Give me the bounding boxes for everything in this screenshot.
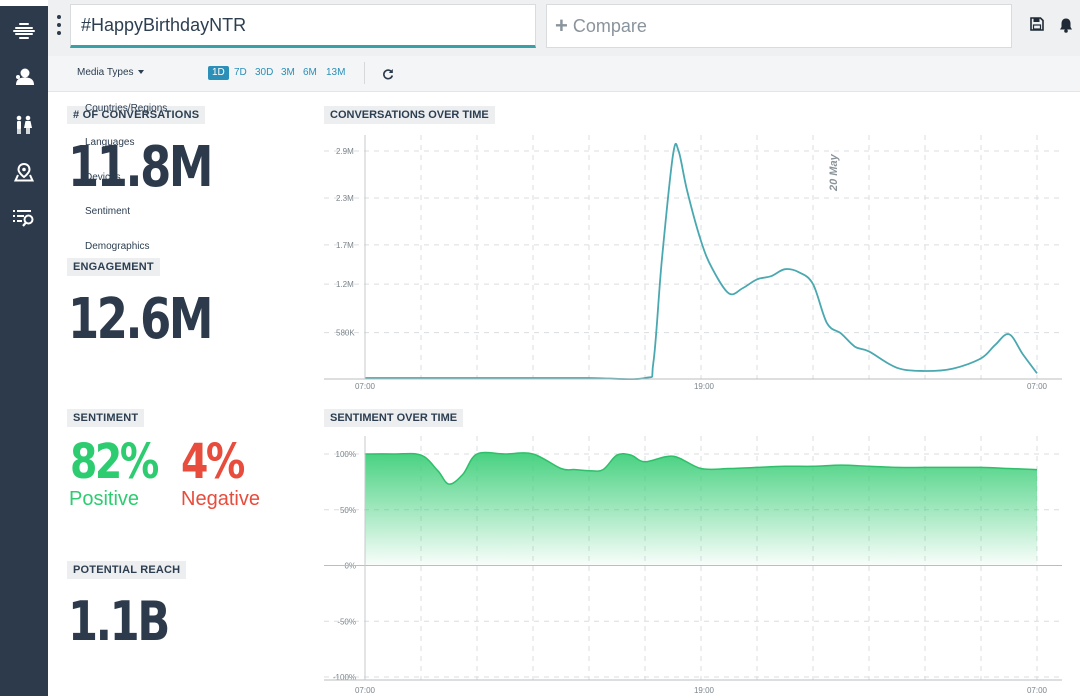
dropdown-item-countries[interactable]: Countries/Regions [85, 103, 168, 114]
y-tick-label: 1.7M [336, 241, 354, 250]
sentiment-label: SENTIMENT [67, 409, 145, 427]
filter-divider [364, 62, 365, 84]
engagement-value: 12.6M [68, 287, 214, 352]
reach-label: POTENTIAL REACH [67, 561, 187, 579]
sentiment-line [364, 451, 1038, 485]
dashboard-icon [13, 22, 35, 40]
compare-button[interactable]: + Compare [546, 4, 1012, 48]
caret-down-icon [137, 70, 144, 75]
x-tick-label: 07:00 [355, 382, 376, 391]
y-tick-label: -50% [337, 617, 356, 626]
map-pin-icon [14, 162, 34, 182]
conversations-chart: 580K 1.2M 1.7M 2.3M 2.9M 07:00 19:00 07:00 20 Ma… [324, 135, 1062, 391]
y-tick-label: 2.3M [336, 194, 354, 203]
y-tick-label: 580K [336, 329, 355, 338]
y-tick-label: 100% [336, 450, 356, 459]
sidebar-item-people[interactable] [0, 110, 48, 140]
bell-icon[interactable] [1058, 17, 1074, 33]
engagement-label: ENGAGEMENT [67, 258, 160, 276]
conversations-line [364, 142, 1038, 381]
media-types-dropdown[interactable]: Media Types [77, 67, 144, 78]
y-tick-label: 2.9M [336, 147, 354, 156]
dropdown-item-sentiment[interactable]: Sentiment [85, 206, 131, 217]
sidebar-item-list-search[interactable] [0, 203, 48, 233]
conversations-label: # OF CONVERSATIONS [67, 106, 206, 124]
range-1d[interactable]: 1D [208, 66, 229, 80]
sidebar-top-strip [0, 0, 48, 6]
y-tick-label: -100% [333, 673, 356, 682]
range-7d[interactable]: 7D [234, 67, 247, 78]
search-input[interactable] [70, 4, 536, 48]
kebab-menu-icon[interactable] [55, 15, 63, 35]
date-annotation: 20 May [828, 153, 840, 192]
negative-label: Negative [181, 488, 260, 510]
x-tick-label: 19:00 [694, 382, 715, 391]
media-types-label: Media Types [77, 67, 134, 78]
x-tick-label: 19:00 [694, 686, 715, 695]
plus-icon: + [555, 13, 568, 38]
user-icon [14, 68, 34, 86]
dropdown-item-demographics[interactable]: Demographics [85, 241, 150, 252]
x-tick-label: 07:00 [355, 686, 376, 695]
range-30d[interactable]: 30D [255, 67, 274, 78]
y-tick-label: 1.2M [336, 280, 354, 289]
x-tick-label: 07:00 [1027, 382, 1048, 391]
range-6m[interactable]: 6M [303, 67, 317, 78]
positive-label: Positive [69, 488, 140, 510]
positive-value: 82% [70, 434, 159, 490]
save-icon[interactable] [1030, 17, 1046, 33]
dropdown-item-devices[interactable]: Devices [85, 172, 121, 183]
range-3m[interactable]: 3M [281, 67, 295, 78]
compare-label: Compare [572, 15, 647, 36]
reach-value: 1.1B [68, 590, 170, 653]
sidebar-item-location[interactable] [0, 157, 48, 187]
sentiment-chart: -100%-50%0%50%100%07:00 19:00 07:00 [324, 436, 1062, 695]
people-icon [14, 115, 34, 135]
refresh-icon[interactable] [382, 67, 394, 80]
range-13m[interactable]: 13M [326, 67, 346, 78]
dropdown-item-languages[interactable]: Languages [85, 137, 135, 148]
sentiment-chart-title: SENTIMENT OVER TIME [324, 409, 464, 427]
x-tick-label: 07:00 [1027, 686, 1048, 695]
sidebar-item-dashboard[interactable] [0, 16, 48, 46]
negative-value: 4% [181, 434, 245, 490]
sentiment-area [365, 452, 1037, 566]
conversations-chart-title: CONVERSATIONS OVER TIME [324, 106, 495, 124]
y-tick-label: 50% [340, 506, 356, 515]
sidebar [0, 0, 48, 696]
conversations-value: 11.8M [68, 135, 214, 200]
sidebar-item-user[interactable] [0, 62, 48, 92]
list-search-icon [13, 209, 35, 227]
